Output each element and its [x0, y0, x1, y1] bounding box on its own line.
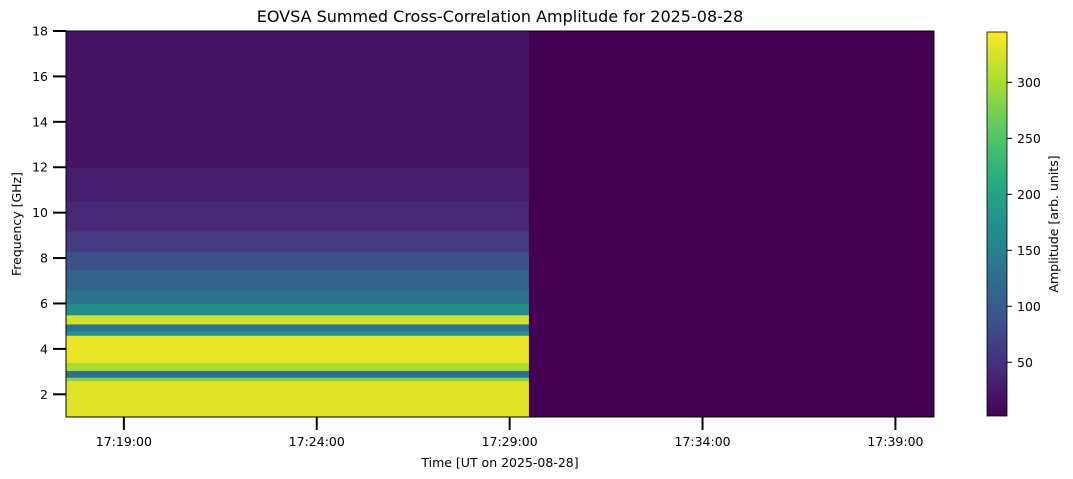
x-tick-label: 17:29:00: [482, 434, 538, 449]
colorbar-tick-label: 150: [1017, 243, 1041, 258]
x-tick-label: 17:34:00: [674, 434, 730, 449]
colorbar: 50 100 150 200 250 300 Amplitude [arb. units]: [986, 31, 1061, 417]
y-axis-label: Frequency [GHz]: [9, 172, 24, 276]
plot-frame: [65, 30, 935, 418]
heatmap-band: [66, 323, 529, 332]
y-tick-label: 4: [40, 341, 48, 356]
x-tick-label: 17:19:00: [96, 434, 152, 449]
y-tick-label: 16: [32, 69, 48, 84]
colorbar-tick-label: 100: [1017, 299, 1041, 314]
heatmap-band: [66, 251, 529, 270]
heatmap-band: [66, 167, 529, 202]
heatmap-band: [66, 201, 529, 232]
heatmap-band: [66, 31, 529, 168]
heatmap-rows: [66, 31, 529, 418]
heatmap-band: [66, 362, 529, 371]
plot-area: [65, 30, 935, 418]
y-tick-label: 2: [40, 387, 48, 402]
colorbar-tick-label: 250: [1017, 131, 1041, 146]
heatmap-band: [66, 370, 529, 378]
heatmap-band: [66, 289, 529, 304]
heatmap-band: [66, 377, 529, 382]
heatmap-band: [66, 303, 529, 316]
chart-title: EOVSA Summed Cross-Correlation Amplitude…: [257, 7, 744, 26]
y-tick-label: 12: [32, 160, 48, 175]
y-tick-label: 6: [40, 296, 48, 311]
heatmap-band: [66, 335, 529, 364]
y-tick-label: 8: [40, 251, 48, 266]
y-tick-label: 10: [32, 205, 48, 220]
x-axis-label: Time [UT on 2025-08-28]: [420, 455, 578, 470]
x-tick-label: 17:24:00: [289, 434, 345, 449]
heatmap-band: [66, 314, 529, 325]
y-tick-label: 14: [32, 114, 48, 129]
y-axis-ticks: 2 4 6 8 10 12 14 16 18: [32, 24, 66, 402]
heatmap-band: [66, 269, 529, 291]
colorbar-tick-label: 50: [1017, 355, 1033, 370]
heatmap-band: [66, 330, 529, 336]
x-axis-ticks: 17:19:00 17:24:00 17:29:00 17:34:00 17:39:00: [96, 417, 924, 449]
colorbar-tick-label: 200: [1017, 187, 1041, 202]
colorbar-tick-label: 300: [1017, 75, 1041, 90]
colorbar-label: Amplitude [arb. units]: [1046, 155, 1061, 292]
x-tick-label: 17:39:00: [867, 434, 923, 449]
colorbar-ticks: 50 100 150 200 250 300: [1007, 75, 1041, 370]
y-tick-label: 18: [32, 24, 48, 39]
heatmap-band: [66, 230, 529, 252]
colorbar-gradient: [986, 31, 1008, 417]
heatmap-band: [66, 380, 529, 418]
